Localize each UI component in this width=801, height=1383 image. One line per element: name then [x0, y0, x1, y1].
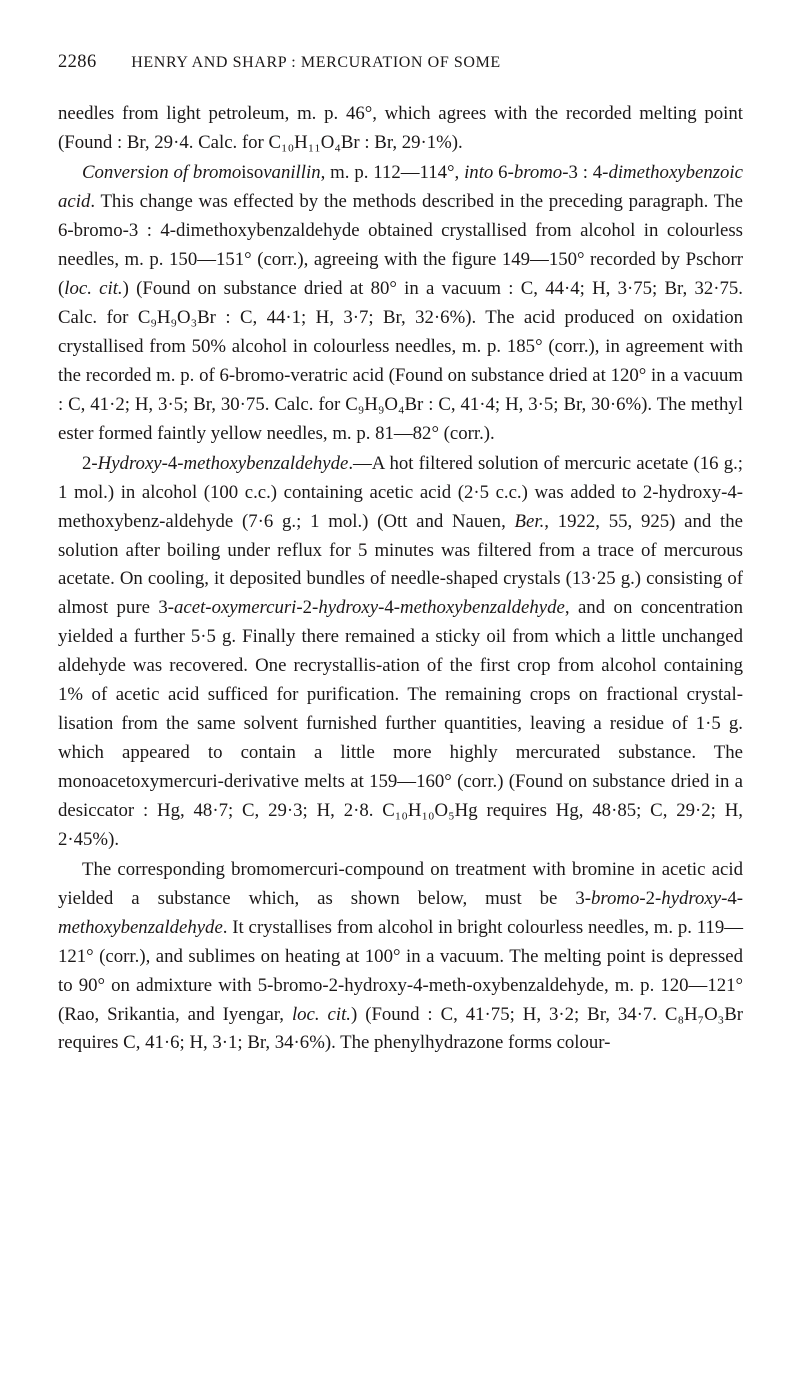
italic-span: into	[464, 162, 493, 183]
paragraph-4: The corresponding bromomercuri-compound …	[58, 856, 743, 1059]
italic-span: hydroxy	[661, 888, 721, 909]
text-span: 2-	[82, 453, 98, 474]
italic-span: Hydroxy	[98, 453, 162, 474]
text-span: -3 : 4-	[562, 162, 608, 183]
text-span: , m. p. 112—114°,	[321, 162, 464, 183]
text-span: -4-	[162, 453, 184, 474]
italic-span: methoxybenzaldehyde	[58, 917, 223, 938]
text-span: -4-	[378, 597, 400, 618]
text-span: -2-	[296, 597, 318, 618]
text-span: 6-	[493, 162, 514, 183]
text-span: -4-	[721, 888, 743, 909]
body-text: needles from light petroleum, m. p. 46°,…	[58, 100, 743, 1058]
running-head-text: HENRY AND SHARP : MERCURATION OF SOME	[131, 51, 501, 76]
italic-span: vanillin	[263, 162, 320, 183]
text-span: iso	[241, 162, 263, 183]
page-number: 2286	[58, 48, 97, 76]
italic-span: methoxybenzaldehyde	[184, 453, 349, 474]
running-header: 2286 HENRY AND SHARP : MERCURATION OF SO…	[58, 48, 743, 76]
paragraph-1: needles from light petroleum, m. p. 46°,…	[58, 100, 743, 158]
text-span: ) (Found on substance dried at 80° in a …	[58, 278, 743, 444]
text-span: -2-	[639, 888, 661, 909]
paragraph-3: 2-Hydroxy-4-methoxybenzaldehyde.—A hot f…	[58, 450, 743, 855]
italic-span: loc. cit.	[64, 278, 122, 299]
text-span: , and on concentration yielded a further…	[58, 597, 743, 850]
italic-span: bromo	[514, 162, 562, 183]
italic-span: methoxybenzaldehyde	[400, 597, 565, 618]
italic-span: hydroxy	[318, 597, 378, 618]
italic-span: bromo	[591, 888, 639, 909]
italic-span: Ber.	[515, 511, 545, 532]
paragraph-2: Conversion of bromoisovanillin, m. p. 11…	[58, 159, 743, 448]
italic-span: loc. cit.	[292, 1004, 351, 1025]
italic-span: Conversion of bromo	[82, 162, 241, 183]
italic-span: acet-oxymercuri	[174, 597, 296, 618]
